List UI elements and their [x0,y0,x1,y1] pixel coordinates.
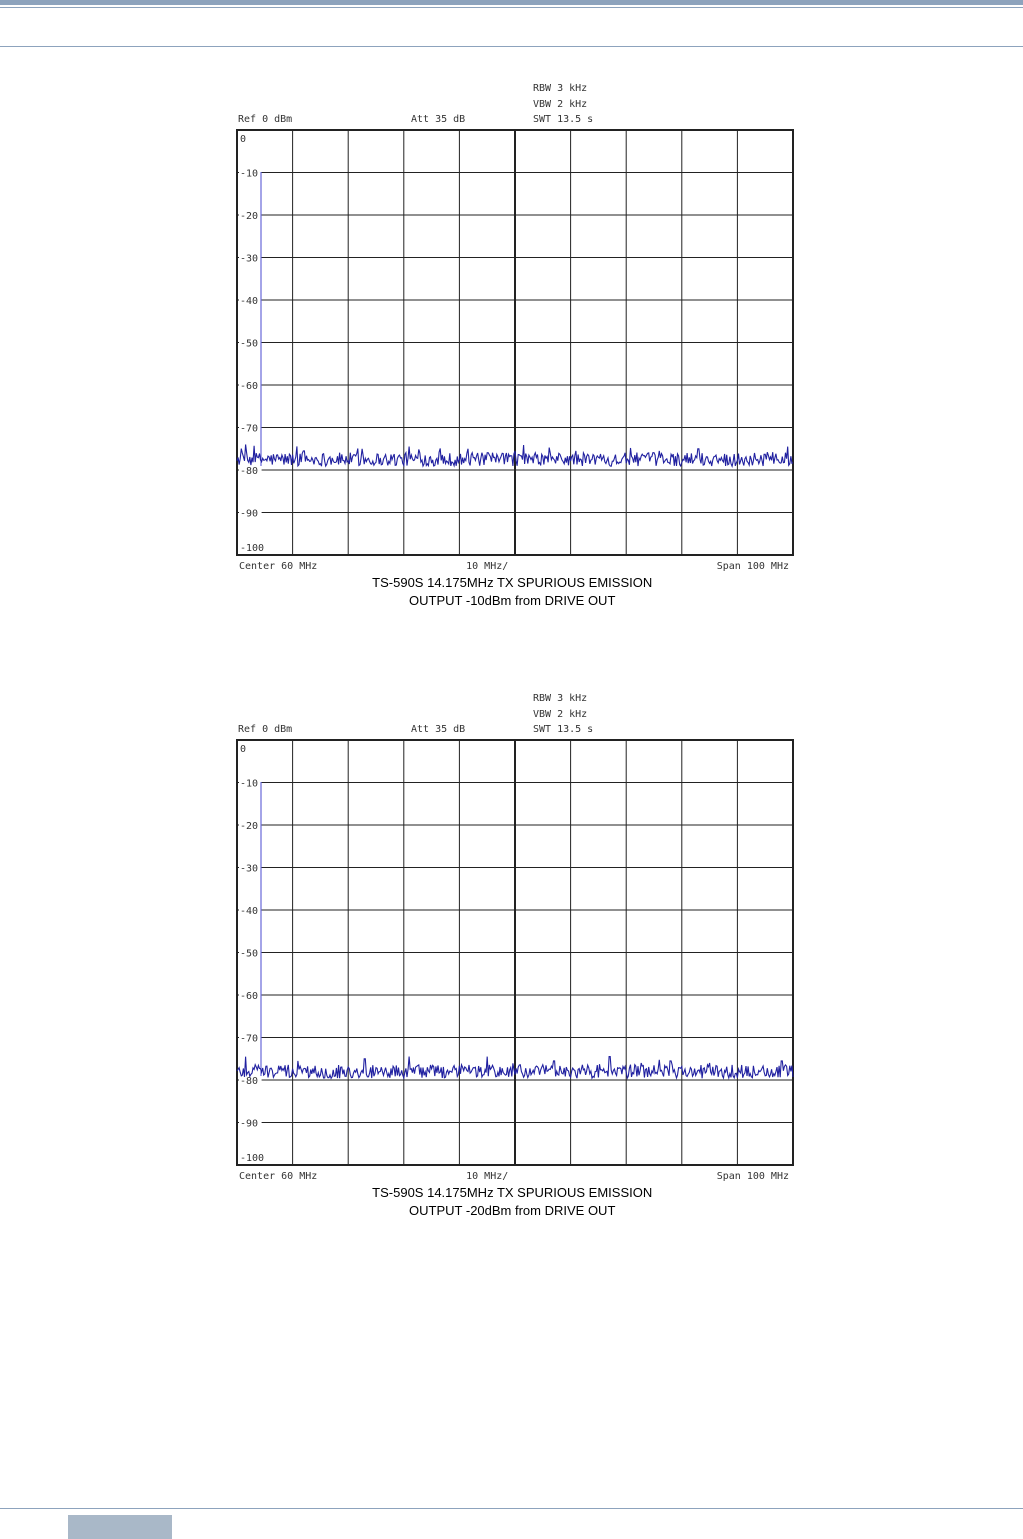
vbw-label: VBW 2 kHz [533,709,587,720]
ytick-bg [239,422,262,434]
ytick-bg [239,820,262,831]
ytick-label: -50 [240,339,258,350]
chart-caption-subtitle: OUTPUT -10dBm from DRIVE OUT [409,593,615,608]
ytick-label: -30 [240,864,258,875]
ytick-label: -90 [240,509,258,520]
ytick-label: -90 [240,1119,258,1130]
rbw-label: RBW 3 kHz [533,83,587,94]
ytick-bg [239,210,262,221]
ytick-label: -10 [240,779,258,790]
ytick-label: -70 [240,1034,258,1045]
ytick-bg [239,133,250,144]
ytick-bg [239,252,262,264]
ytick-bg [239,542,268,553]
spectrum-plot-1-svg: RBW 3 kHz VBW 2 kHz SWT 13.5 s Ref 0 dBm Att… [236,83,794,608]
chart-caption-subtitle: OUTPUT -20dBm from DRIVE OUT [409,1203,615,1218]
spectrum-trace [236,444,794,468]
ytick-label: -20 [240,211,258,222]
ytick-bg [239,947,262,959]
ytick-bg [239,1152,268,1163]
spectrum-trace [236,1056,794,1081]
ytick-bg [239,507,262,519]
ytick-label: -70 [240,424,258,435]
ytick-bg [239,167,262,179]
attenuation-label: Att 35 dB [411,114,465,125]
chart-caption-title: TS-590S 14.175MHz TX SPURIOUS EMISSION [372,1185,652,1200]
center-freq-label: Center 60 MHz [239,1171,317,1182]
ytick-label: -40 [240,906,258,917]
ytick-label: -20 [240,821,258,832]
ytick-bg [239,743,250,754]
page-number-tab [68,1515,172,1539]
ytick-bg [239,380,262,391]
swt-label: SWT 13.5 s [533,114,593,125]
footer-line [0,1508,1023,1509]
ytick-label: -80 [240,466,258,477]
ytick-bg [239,862,262,874]
header-thin-line [0,7,1023,8]
ytick-label: -100 [240,1153,264,1164]
ytick-bg [239,295,262,306]
spectrum-plot-1: RBW 3 kHz VBW 2 kHz SWT 13.5 s Ref 0 dBm Att… [230,80,810,608]
ytick-label: -50 [240,949,258,960]
chart-caption-title: TS-590S 14.175MHz TX SPURIOUS EMISSION [372,575,652,590]
ref-level-label: Ref 0 dBm [238,114,292,125]
ytick-label: 0 [240,744,246,755]
ytick-bg [239,777,262,789]
header-underline [0,46,1023,47]
ytick-label: -30 [240,254,258,265]
ytick-bg [239,465,262,476]
span-label: Span 100 MHz [717,561,789,572]
vbw-label: VBW 2 kHz [533,99,587,110]
swt-label: SWT 13.5 s [533,724,593,735]
ytick-label: -60 [240,991,258,1002]
attenuation-label: Att 35 dB [411,724,465,735]
ytick-bg [239,1117,262,1129]
ytick-label: -40 [240,296,258,307]
ytick-bg [239,1032,262,1044]
header-bar [0,0,1023,5]
spectrum-plot-2: RBW 3 kHz VBW 2 kHz SWT 13.5 s Ref 0 dBm Att… [230,690,810,1218]
ytick-bg [239,990,262,1001]
ytick-label: -80 [240,1076,258,1087]
ytick-label: -10 [240,169,258,180]
div-label: 10 MHz/ [466,1171,508,1182]
page-header [0,0,1023,48]
ytick-bg [239,337,262,349]
ytick-bg [239,1075,262,1086]
center-freq-label: Center 60 MHz [239,561,317,572]
ytick-label: -60 [240,381,258,392]
div-label: 10 MHz/ [466,561,508,572]
ytick-label: -100 [240,543,264,554]
ytick-label: 0 [240,134,246,145]
grid [237,740,793,1165]
plot-frame [236,129,794,556]
plot-frame [236,739,794,1166]
spectrum-plot-2-svg: RBW 3 kHz VBW 2 kHz SWT 13.5 s Ref 0 dBm Att… [236,693,794,1218]
grid [237,130,793,555]
ytick-bg [239,905,262,916]
page-footer [0,1500,1023,1539]
span-label: Span 100 MHz [717,1171,789,1182]
rbw-label: RBW 3 kHz [533,693,587,704]
ref-level-label: Ref 0 dBm [238,724,292,735]
